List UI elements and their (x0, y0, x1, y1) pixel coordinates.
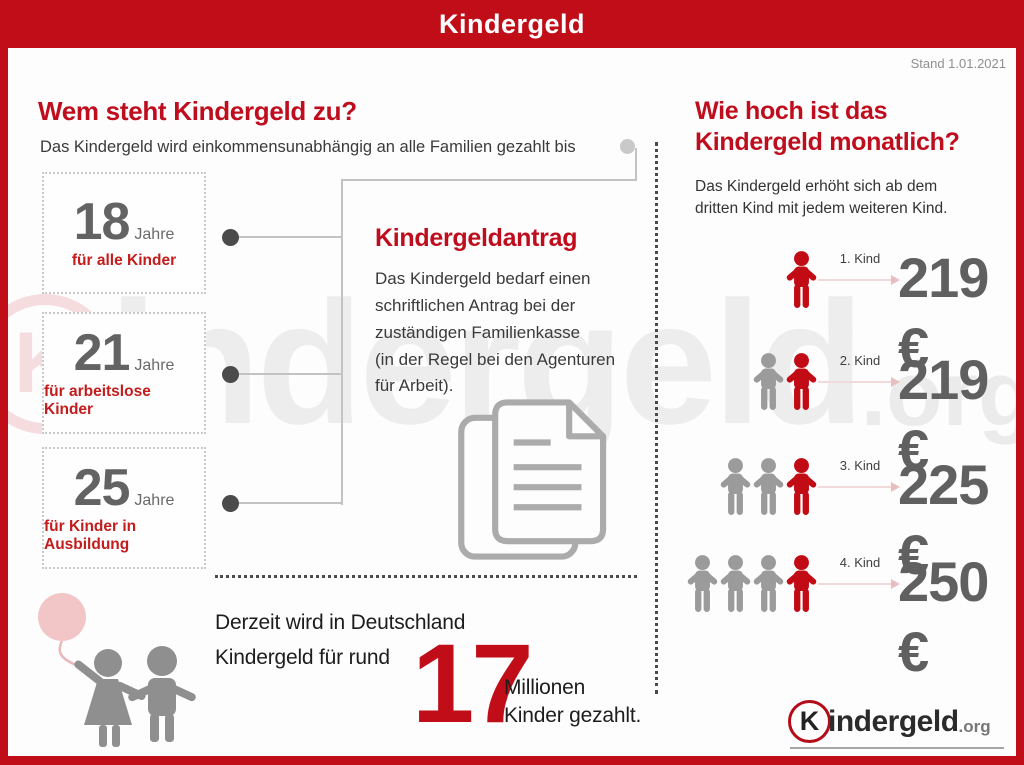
connector-dot (222, 366, 239, 383)
stats-big-number: 17 (412, 621, 534, 746)
frame-bottom (0, 756, 1024, 765)
age-box-18: 18 Jahre für alle Kinder (42, 172, 206, 294)
age-box-25: 25 Jahre für Kinder in Ausbildung (42, 447, 206, 569)
stats-line-3: Millionen (504, 676, 586, 699)
age-caption: für alle Kinder (71, 252, 177, 269)
logo-k-ring-icon: K (788, 700, 831, 743)
application-body-line: zuständigen Familienkasse (375, 322, 581, 342)
left-subheading: Das Kindergeld wird einkommensunabhängig… (40, 138, 576, 156)
connector-dot (222, 229, 239, 246)
right-subheading-line: Das Kindergeld erhöht sich ab dem (695, 178, 938, 195)
row-connector-arrow (818, 482, 900, 492)
row-connector-arrow (818, 275, 900, 285)
age-unit: Jahre (134, 492, 175, 509)
row-connector-arrow (818, 377, 900, 387)
right-heading: Wie hoch ist das Kindergeld monatlich? (695, 97, 960, 157)
frame-left (0, 0, 8, 765)
connector-line (236, 502, 342, 504)
age-number: 18 (73, 193, 131, 251)
right-subheading-line: dritten Kind mit jedem weiteren Kind. (695, 200, 948, 218)
application-body-line: schriftlichen Antrag bei der (375, 295, 576, 315)
kind-row-1: 1. Kind 219 € (660, 243, 1012, 379)
child-icon-red (785, 555, 818, 612)
age-caption: für arbeitslose Kinder (44, 383, 151, 418)
kind-row-amount: 219 € (898, 348, 989, 481)
logo-name: indergeld (828, 704, 959, 738)
kind-row-label: 2. Kind (839, 353, 881, 368)
logo-underline (790, 747, 1004, 749)
child-icon-red (785, 458, 818, 515)
stand-date: Stand 1.01.2021 (910, 56, 1006, 71)
right-subheading: Das Kindergeld erhöht sich ab dem dritte… (695, 176, 995, 221)
application-body-line: Das Kindergeld bedarf einen (375, 269, 591, 288)
title-bar: Kindergeld (0, 0, 1024, 48)
age-unit: Jahre (134, 357, 175, 374)
age-box-21: 21 Jahre für arbeitslose Kinder (42, 312, 206, 434)
kind-row-figures (682, 555, 822, 613)
application-body-line: für Arbeit). (375, 376, 454, 396)
application-heading: Kindergeldantrag (375, 224, 578, 252)
age-unit: Jahre (134, 226, 175, 243)
horizontal-dotted-divider (215, 575, 637, 578)
kind-row-amount: 250 € (898, 550, 989, 683)
kind-row-amount: 219 € (898, 246, 989, 379)
age-number: 21 (73, 324, 131, 382)
vertical-dotted-divider (655, 142, 658, 694)
kind-row-2: 2. Kind 219 € (660, 345, 1012, 481)
kind-row-figures (748, 353, 822, 411)
left-heading: Wem steht Kindergeld zu? (38, 96, 357, 126)
child-icon-red (785, 353, 818, 410)
kindergeld-logo: K indergeld .org (788, 700, 991, 743)
connector-line (341, 179, 343, 505)
age-caption: für Kinder in Ausbildung (44, 518, 137, 553)
kind-row-4: 4. Kind 250 € (660, 547, 1012, 683)
frame-right (1016, 0, 1024, 765)
connector-line (341, 179, 637, 181)
application-body-line: (in der Regel bei den Agenturen (375, 349, 616, 369)
stats-line-1: Derzeit wird in Deutschland (215, 611, 466, 634)
connector-line (236, 236, 342, 238)
children-with-balloon-icon (38, 593, 196, 747)
kind-row-amount: 225 € (898, 453, 989, 586)
connector-dot (620, 139, 635, 154)
kind-row-label: 3. Kind (839, 458, 881, 473)
connector-dot (222, 495, 239, 512)
logo-tld: .org (958, 716, 991, 736)
document-pages-icon (458, 399, 607, 560)
connector-line (236, 373, 342, 375)
kind-row-3: 3. Kind 225 € (660, 450, 1012, 586)
page-title: Kindergeld (438, 8, 585, 39)
child-icon-red (785, 251, 818, 308)
age-number: 25 (73, 459, 131, 517)
stats-line-2: Kindergeld für rund (215, 646, 390, 669)
row-connector-arrow (818, 579, 900, 589)
kind-row-figures (715, 458, 822, 516)
application-body: Das Kindergeld bedarf einen schriftliche… (375, 266, 685, 400)
stats-line-4: Kinder gezahlt. (504, 704, 642, 727)
connector-line (635, 148, 637, 181)
kind-row-figures (781, 251, 822, 309)
kind-row-label: 1. Kind (839, 251, 881, 266)
kind-row-label: 4. Kind (839, 555, 881, 570)
